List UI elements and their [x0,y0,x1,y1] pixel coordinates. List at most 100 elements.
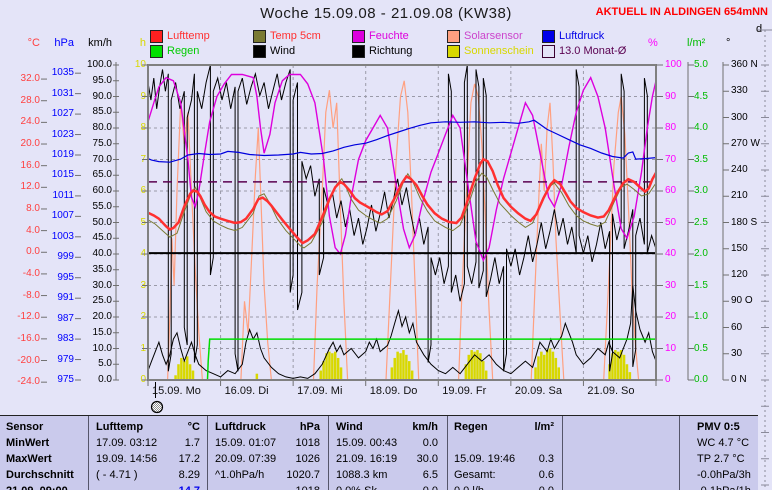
moon-phase-icon [150,400,164,414]
pmv-cell: TP 2.7 °C [697,453,745,465]
axis-tick-label: 70.0 [92,153,112,165]
table-cell-value: km/h [412,421,438,433]
axis-tick-label: 95.0 [92,74,112,86]
table-cell-value: 1018 [260,483,320,490]
axis-tick-label: 1007 [51,210,74,222]
pmv-cell: -0.0hPa/3h [697,469,751,481]
axis-tick-label: 270 W [731,137,760,149]
axis-tick-label: 330 [731,85,748,97]
day-label: 16.09. Di [224,385,269,397]
axis-tick-label: 28.0 [20,94,40,106]
axis-unit-l/m²: l/m² [687,37,706,49]
table-column-separator [679,416,680,490]
table-cell-value: 1020.7 [286,469,320,481]
row-label: Durchschnitt [6,469,74,481]
axis-unit-km/h: km/h [88,37,112,49]
axis-tick-label: 10 [134,59,146,70]
table-cell-text: Gesamt: [454,469,496,481]
pmv-cell: -0.1hPa/1h [697,483,751,490]
axis-tick-label: 10 [665,342,677,354]
day-label: 20.09. Sa [514,385,562,397]
axis-tick-label: -4.0 [22,267,40,279]
axis-tick-label: 150 [731,242,748,254]
legend-swatch [447,45,460,58]
series-regen [148,338,656,380]
legend-label: Sonnenschein [464,45,534,57]
axis-tick-label: 0.5 [694,342,708,354]
axis-tick-label: 979 [57,353,74,365]
table-cell-text: 17.09. 03:12 [96,437,158,449]
axis-tick-label: 32.0 [20,73,40,85]
axis-tick-label: 100 [665,59,682,70]
table-cell-text: Wind [336,421,363,433]
table-cell-text: ( - 4.71 ) [96,469,138,481]
axis-tick-label: 40.0 [92,248,112,259]
axis-tick-label: 983 [57,333,74,345]
legend-item-solarsensor: Solarsensor [447,30,547,43]
table-cell-text: 20.09. 07:39 [215,453,277,465]
axis-unit-deg: ° [726,37,731,49]
axis-unit-°C: °C [27,37,40,49]
axis-tick-label: 4.5 [694,90,708,102]
table-cell-text: Lufttemp [96,421,144,433]
table-cell-value: °C [187,421,200,433]
axis-unit-d: d [756,23,763,35]
axis-tick-label: 25.0 [92,295,112,307]
axis-tick-label: 995 [57,271,74,283]
day-label: 15.09. Mo [152,385,201,397]
row-label: MaxWert [6,453,52,465]
axis-unit-%: % [648,37,658,49]
axis-tick-label: 15.0 [92,326,112,338]
series-temp-5cm [148,172,656,249]
legend-swatch [150,45,163,58]
axis-tick-label: 180 S [731,216,758,228]
row-label: Sensor [6,421,44,433]
table-cell-value: 6.5 [422,469,438,481]
axis-tick-label: 45.0 [92,232,112,244]
table-column-separator [207,416,208,490]
axis-tick-label: 2.0 [694,248,708,259]
table-row: Durchschnitt ( - 4.71 ) 8.29 ^1.0hPa/h 1020.… [0,467,758,483]
axis-tick-label: 65.0 [92,169,112,181]
table-cell-value: 0.3 [538,453,554,465]
axis-tick-label: 3.0 [694,185,708,196]
axis-tick-label: 80 [665,122,677,133]
axis-tick-label: 55.0 [92,200,112,212]
legend-swatch [150,30,163,43]
axis-tick-label: 75.0 [92,137,112,149]
axis-tick-label: 999 [57,251,74,263]
cut-axis-strip [758,29,772,488]
axis-unit-hPa: hPa [54,37,74,49]
axis-tick-label: 70 [665,153,677,165]
axis-tick-label: 40 [665,248,677,259]
table-cell-value: 1026 [295,453,320,465]
axis-tick-label: 24.0 [20,116,40,128]
table-cell-text: 1088.3 km [336,469,388,481]
table-cell-text: Luftdruck [215,421,266,433]
day-label: 21.09. So [587,385,635,397]
axis-tick-label: 1031 [51,87,74,99]
axis-unit-h: h [139,37,146,49]
series-wind [148,285,656,379]
axis-tick-label: -24.0 [17,376,40,388]
table-cell-value: l/m² [534,421,554,433]
table-cell-text: ^1.0hPa/h [215,469,265,481]
legend-item-lufttemp: Lufttemp [150,30,250,43]
axis-tick-label: 12.0 [20,181,40,193]
table-cell-value: 0.6 [538,469,554,481]
axis-tick-label: 4.0 [694,122,708,133]
legend-swatch [352,45,365,58]
table-cell-text: 15.09. 19:46 [454,453,516,465]
axis-tick-label: 20.0 [92,311,112,322]
table-cell-value: 8.29 [178,469,200,481]
legend-swatch [253,30,266,43]
legend-label: Temp 5cm [270,30,321,42]
axis-tick-label: 90 O [731,295,753,307]
axis-tick-label: 16.0 [20,159,40,171]
axis-tick-label: 20 [665,311,677,322]
axis-tick-label: 300 [731,111,748,123]
legend-label: Wind [270,45,296,57]
table-column-separator [88,416,89,490]
legend-label: Richtung [369,45,413,57]
